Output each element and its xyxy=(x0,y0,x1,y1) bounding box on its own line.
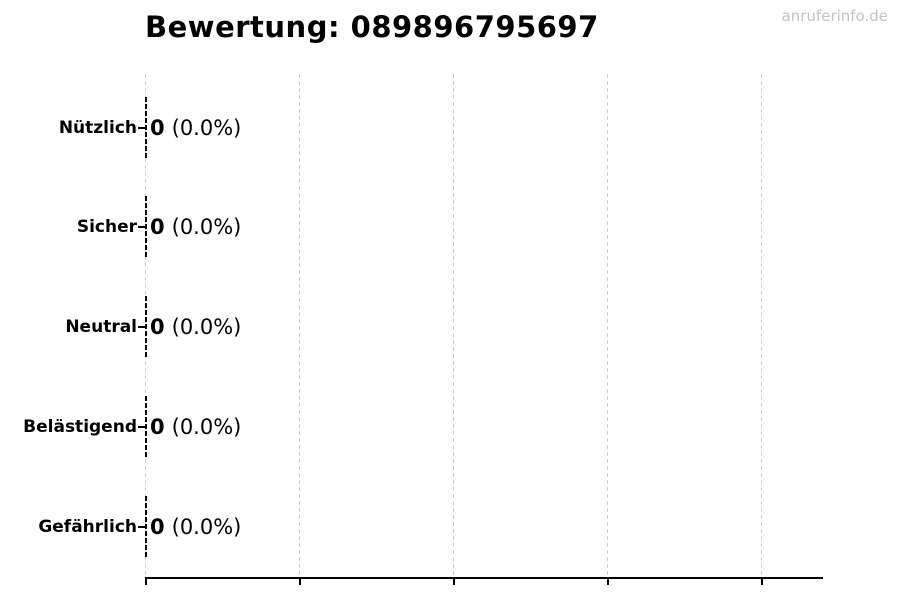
zero-width-bar xyxy=(145,196,147,258)
zero-width-bar xyxy=(145,296,147,358)
bar-value-annotation: 0 (0.0%) xyxy=(150,215,241,239)
bar-percent: (0.0%) xyxy=(171,315,242,339)
zero-width-bar xyxy=(145,396,147,458)
y-axis-tick xyxy=(138,526,146,528)
y-axis-tick xyxy=(138,226,146,228)
bar-percent: (0.0%) xyxy=(171,415,242,439)
zero-width-bar xyxy=(145,97,147,159)
x-axis-tick xyxy=(761,579,763,585)
x-axis-tick xyxy=(453,579,455,585)
chart-title: Bewertung: 089896795697 xyxy=(145,10,599,44)
zero-width-bar xyxy=(145,496,147,558)
category-label: Neutral xyxy=(65,317,137,337)
y-axis-tick xyxy=(138,326,146,328)
bar-value: 0 xyxy=(150,315,165,339)
bar-value-annotation: 0 (0.0%) xyxy=(150,116,241,140)
x-axis-tick xyxy=(145,579,147,585)
gridline-x1 xyxy=(299,74,300,578)
bar-percent: (0.0%) xyxy=(171,116,242,140)
bar-value-annotation: 0 (0.0%) xyxy=(150,315,241,339)
category-label: Nützlich xyxy=(58,118,137,138)
y-axis-tick xyxy=(138,426,146,428)
x-axis-tick xyxy=(299,579,301,585)
bar-value-annotation: 0 (0.0%) xyxy=(150,415,241,439)
bar-value-annotation: 0 (0.0%) xyxy=(150,515,241,539)
y-axis-tick xyxy=(138,127,146,129)
bar-value: 0 xyxy=(150,215,165,239)
gridline-x2 xyxy=(453,74,454,578)
x-axis-tick xyxy=(607,579,609,585)
bar-value: 0 xyxy=(150,415,165,439)
category-label: Belästigend xyxy=(23,417,137,437)
gridline-x3 xyxy=(607,74,608,578)
bar-value: 0 xyxy=(150,116,165,140)
category-label: Sicher xyxy=(76,217,137,237)
watermark-text: anruferinfo.de xyxy=(781,7,888,25)
gridline-x4 xyxy=(761,74,762,578)
bar-value: 0 xyxy=(150,515,165,539)
x-axis-line xyxy=(145,577,823,579)
category-label: Gefährlich xyxy=(38,517,137,537)
bar-percent: (0.0%) xyxy=(171,515,242,539)
bar-percent: (0.0%) xyxy=(171,215,242,239)
